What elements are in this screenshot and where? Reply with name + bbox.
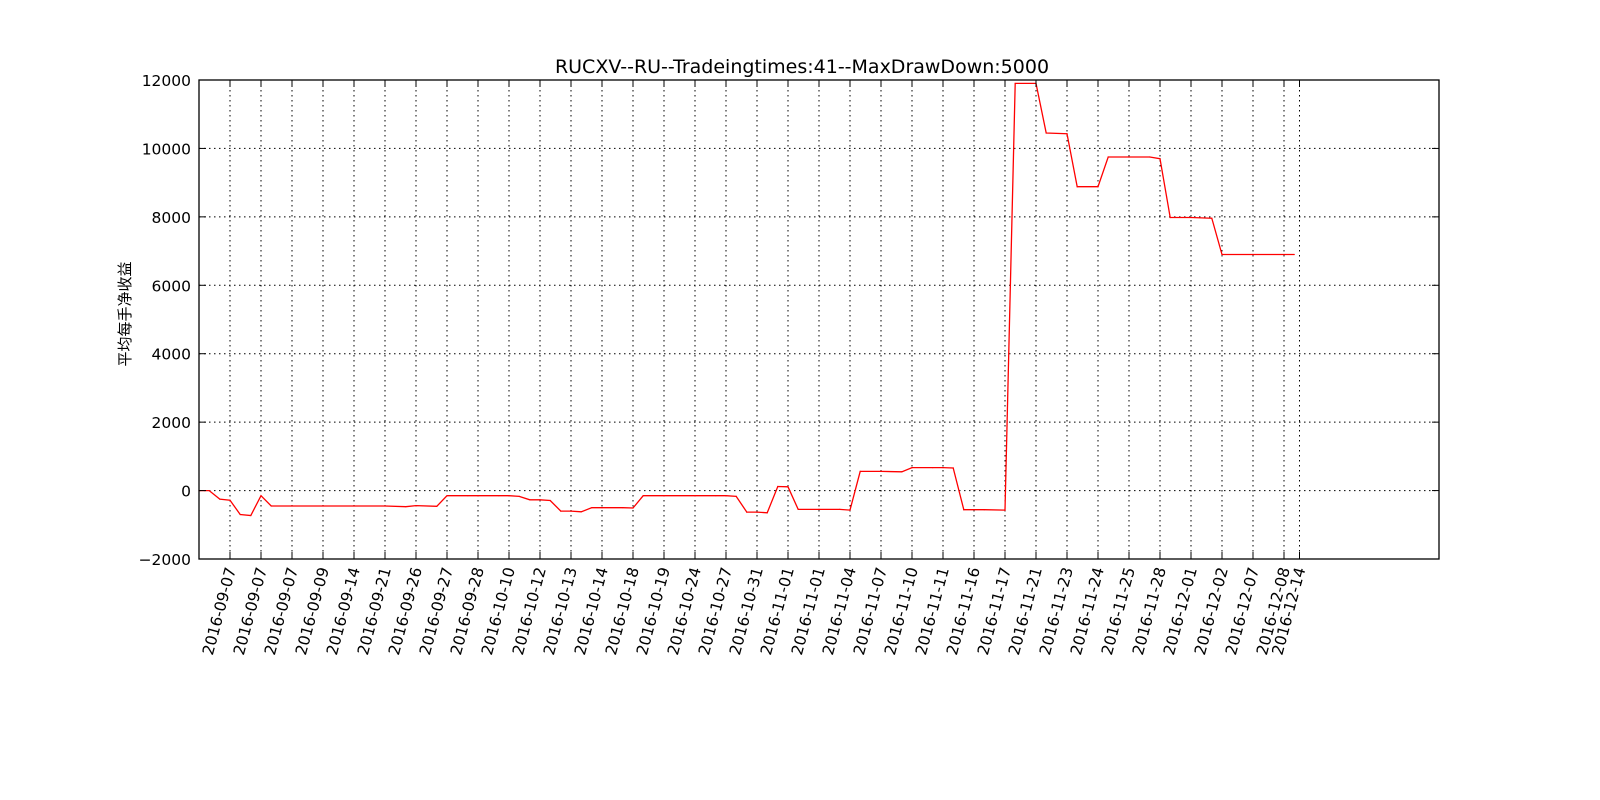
data-point <box>911 467 913 469</box>
data-point <box>250 514 252 517</box>
data-point <box>353 505 355 507</box>
data-point <box>952 467 954 469</box>
series-layer <box>198 82 1295 517</box>
data-point <box>1004 509 1006 511</box>
data-point <box>436 505 438 507</box>
data-point <box>446 495 448 497</box>
data-point <box>642 495 644 497</box>
data-point <box>591 507 593 509</box>
data-point <box>405 506 407 508</box>
data-point <box>1159 158 1161 160</box>
data-point <box>963 509 965 511</box>
data-point <box>322 505 324 507</box>
data-point <box>291 505 293 507</box>
data-point <box>1221 253 1223 256</box>
y-axis-label: 平均每手净收益 <box>116 261 134 366</box>
plot-frame <box>198 79 1440 560</box>
data-point <box>1107 156 1109 158</box>
data-point <box>219 498 221 500</box>
data-point <box>632 507 634 509</box>
data-point <box>622 507 624 509</box>
data-point <box>384 505 386 507</box>
data-point <box>518 495 520 497</box>
data-point <box>1014 82 1016 85</box>
data-point <box>570 510 572 512</box>
chart-title: RUCXV--RU--Tradeingtimes:41--MaxDrawDown… <box>555 56 1049 78</box>
data-point <box>787 486 789 488</box>
data-point <box>694 495 696 497</box>
data-point <box>477 495 479 497</box>
data-point <box>270 505 272 507</box>
data-point <box>766 512 768 514</box>
data-point <box>1076 186 1078 188</box>
data-point <box>880 470 882 473</box>
data-point <box>229 499 231 501</box>
data-point <box>1190 216 1192 219</box>
data-point <box>601 507 603 509</box>
data-point <box>498 495 500 497</box>
data-point <box>1169 216 1171 219</box>
data-point <box>715 495 717 497</box>
data-point <box>415 505 417 507</box>
data-point <box>901 471 903 473</box>
data-point <box>663 495 665 497</box>
y-tick-label: −2000 <box>139 551 191 569</box>
data-point <box>467 495 469 497</box>
data-point <box>1149 156 1151 158</box>
data-point <box>932 467 934 469</box>
data-point <box>746 511 748 513</box>
y-tick-label: 6000 <box>152 277 191 295</box>
y-tick-label: 2000 <box>152 414 191 432</box>
data-point <box>529 499 531 501</box>
data-point <box>797 508 799 510</box>
data-point <box>849 509 851 511</box>
data-point <box>1293 253 1295 256</box>
data-point <box>260 495 262 497</box>
data-point <box>756 511 758 513</box>
data-point <box>1045 132 1047 134</box>
data-point <box>208 489 210 492</box>
series-line <box>199 82 1295 517</box>
y-tick-label: 8000 <box>152 209 191 227</box>
data-point <box>735 495 737 497</box>
data-point <box>580 511 582 513</box>
data-point <box>983 509 985 511</box>
data-point <box>777 485 779 488</box>
data-point <box>818 508 820 510</box>
data-point <box>839 508 841 510</box>
data-point <box>549 499 551 502</box>
data-point <box>1252 253 1254 256</box>
data-point <box>539 499 541 501</box>
data-point <box>1066 133 1068 135</box>
y-tick-label: 10000 <box>142 140 191 158</box>
y-tick-label: 4000 <box>152 346 191 364</box>
data-point <box>239 513 241 516</box>
data-point <box>1211 217 1213 219</box>
data-point <box>725 495 727 497</box>
grid-lines <box>199 80 1439 559</box>
data-point <box>508 495 510 497</box>
data-point <box>1097 186 1099 188</box>
axis-ticks: −20000200040006000800010000120002016-09-… <box>139 72 1439 657</box>
y-tick-label: 12000 <box>142 72 191 90</box>
data-point <box>1128 156 1130 158</box>
data-point <box>560 510 562 512</box>
data-point <box>942 467 944 469</box>
y-tick-label: 0 <box>181 483 191 501</box>
data-point <box>859 470 861 473</box>
